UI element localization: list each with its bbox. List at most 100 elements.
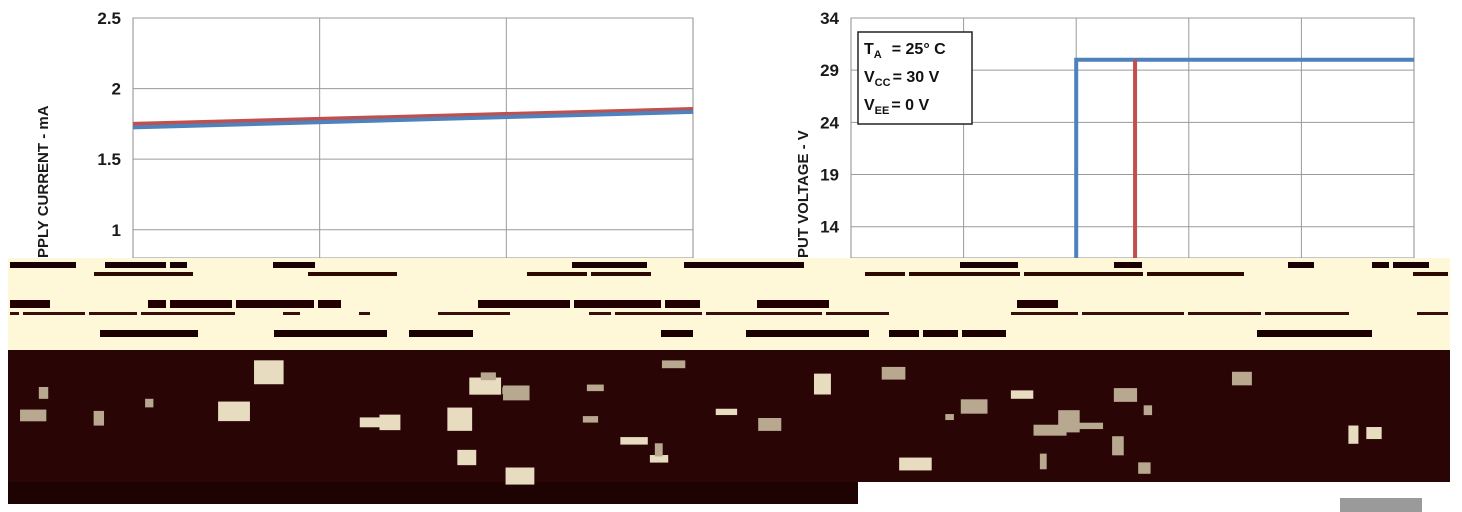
glitch-bar xyxy=(661,330,693,337)
glitch-bar xyxy=(274,330,387,337)
glitch-bar xyxy=(960,262,1018,268)
left-y-tick-label: 1.5 xyxy=(97,150,121,169)
left-chart: 2.5 2 1.5 1 PPLY CURRENT - mA xyxy=(35,9,694,259)
annotation-ta: TA = 25° C xyxy=(864,41,946,61)
glitch-bar xyxy=(1288,262,1314,268)
annotation-vee: VEE = 0 V xyxy=(864,97,929,117)
glitch-bar xyxy=(909,272,1020,276)
glitch-speck xyxy=(1143,405,1153,416)
glitch-bar xyxy=(1017,300,1058,308)
glitch-bar xyxy=(1257,330,1372,337)
left-series-line-0 xyxy=(132,107,694,126)
glitch-speck xyxy=(218,401,250,422)
right-y-tick-label: 24 xyxy=(820,113,839,132)
annotation-border xyxy=(857,31,973,125)
glitch-speck xyxy=(758,417,782,431)
glitch-speck xyxy=(254,360,284,385)
glitch-bar xyxy=(10,300,50,308)
glitch-bar xyxy=(1188,312,1261,315)
glitch-bar xyxy=(865,272,905,276)
glitch-bar xyxy=(684,262,804,268)
glitch-speck xyxy=(93,410,105,426)
glitch-speck xyxy=(586,384,604,392)
glitch-speck xyxy=(1138,462,1151,474)
glitch-bar xyxy=(283,312,300,315)
glitch-speck xyxy=(505,467,535,485)
glitch-speck xyxy=(1010,390,1034,399)
glitch-speck xyxy=(502,387,516,395)
glitch-bar xyxy=(100,330,198,337)
glitch-bars xyxy=(10,262,1448,485)
right-series xyxy=(1074,57,1414,258)
corrupted-image-region xyxy=(8,258,1450,512)
right-y-axis-label: PUT VOLTAGE - V xyxy=(795,130,812,258)
glitch-speck xyxy=(881,366,906,380)
glitch-strip-bottom xyxy=(8,482,858,504)
right-y-tick-label: 34 xyxy=(820,9,839,28)
glitch-speck xyxy=(480,372,496,381)
glitch-bar xyxy=(574,300,661,308)
glitch-bar xyxy=(1417,312,1448,315)
left-series xyxy=(132,107,694,130)
glitch-bar xyxy=(409,330,473,337)
glitch-speck xyxy=(620,437,648,445)
glitch-bar xyxy=(359,312,370,315)
glitch-bar xyxy=(10,262,76,268)
right-series-line-0 xyxy=(1074,57,1414,258)
glitch-speck xyxy=(1366,427,1382,440)
glitch-speck xyxy=(661,360,686,369)
annotation-vcc: VCC = 30 V xyxy=(864,69,940,89)
glitch-speck xyxy=(899,457,932,471)
glitch-bar xyxy=(478,300,570,308)
glitch-speck xyxy=(582,416,599,423)
glitch-speck xyxy=(1112,436,1124,456)
glitch-speck xyxy=(1071,422,1104,430)
glitch-bar xyxy=(757,300,829,308)
left-y-ticks: 2.5 2 1.5 1 xyxy=(97,9,121,240)
glitch-bar xyxy=(746,330,869,337)
glitch-bar xyxy=(141,312,235,315)
left-series-line-1 xyxy=(132,109,694,130)
glitch-bar xyxy=(1011,312,1078,315)
glitch-bar xyxy=(1413,272,1448,276)
glitch-bar xyxy=(1393,262,1429,268)
glitch-bar xyxy=(826,312,889,315)
glitch-speck xyxy=(945,414,954,421)
glitch-bar xyxy=(236,300,314,308)
glitch-bar xyxy=(572,262,647,268)
glitch-speck xyxy=(145,398,154,408)
glitch-bar xyxy=(89,312,137,315)
glitch-speck xyxy=(447,407,473,431)
glitch-speck xyxy=(649,455,669,463)
glitch-bar xyxy=(923,330,958,337)
conditions-annotation: TA = 25° C VCC = 30 V VEE = 0 V xyxy=(857,31,973,125)
glitch-speck xyxy=(1039,453,1047,470)
glitch-bar xyxy=(1147,272,1244,276)
right-chart: 34 29 24 19 14 PUT VOLTAGE - V TA = 25° C VCC… xyxy=(795,9,1415,259)
glitch-speck xyxy=(1231,371,1252,386)
glitch-block-right xyxy=(1340,498,1422,512)
glitch-speck xyxy=(20,409,47,422)
right-y-tick-label: 29 xyxy=(820,61,839,80)
glitch-speck xyxy=(960,399,988,414)
glitch-bar xyxy=(527,272,587,276)
glitch-bar xyxy=(105,262,166,268)
glitch-bar xyxy=(1024,272,1143,276)
glitch-bar xyxy=(170,300,232,308)
glitch-bar xyxy=(23,312,85,315)
glitch-bar xyxy=(889,330,919,337)
right-y-tick-label: 14 xyxy=(820,218,839,237)
glitch-bar xyxy=(591,272,651,276)
glitch-speck xyxy=(457,449,477,466)
left-y-tick-label: 2 xyxy=(112,80,121,99)
left-y-axis-label: PPLY CURRENT - mA xyxy=(35,105,52,258)
glitch-bar xyxy=(438,312,510,315)
glitch-speck xyxy=(469,377,502,395)
glitch-bar xyxy=(273,262,315,268)
glitch-bar xyxy=(589,312,611,315)
right-y-tick-label: 19 xyxy=(820,166,839,185)
left-grid xyxy=(133,17,693,258)
glitch-bar xyxy=(615,312,702,315)
glitch-bar xyxy=(1265,312,1349,315)
